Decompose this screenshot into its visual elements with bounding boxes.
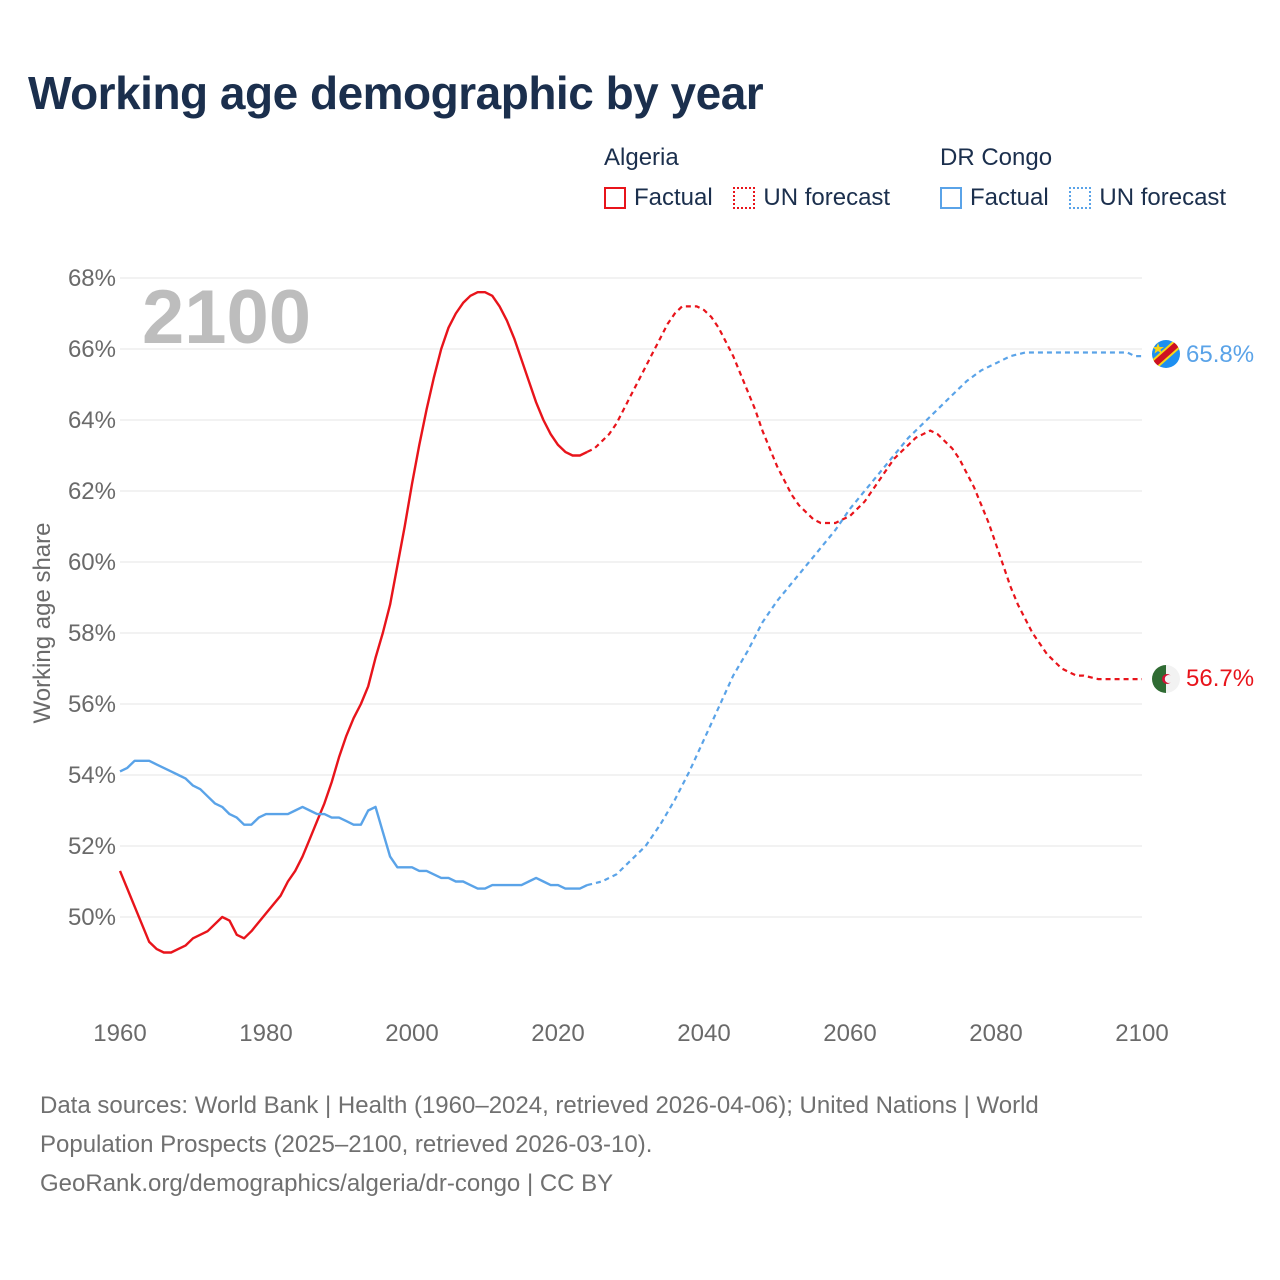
legend-algeria-forecast-label: UN forecast <box>763 184 891 211</box>
legend-algeria-name: Algeria <box>604 144 679 171</box>
grid <box>120 277 1142 918</box>
algeria-forecast-line <box>586 305 1142 681</box>
algeria-factual-line <box>118 291 588 954</box>
y-tick-label: 62% <box>68 478 116 505</box>
line-chart: 50% 52% 54% 56% 58% 60% 62% 64% 66% 68% 1960 1980 2… <box>29 265 1254 1047</box>
legend-drc-forecast-label: UN forecast <box>1099 184 1227 211</box>
algeria-end-value: 56.7% <box>1186 665 1254 692</box>
y-tick-label: 50% <box>68 904 116 931</box>
legend-algeria-factual-label: Factual <box>634 184 713 211</box>
dr-congo-factual-line <box>119 759 588 890</box>
x-axis-ticks: 1960 1980 2000 2020 2040 2060 2080 2100 <box>93 1020 1168 1047</box>
x-tick-label: 2040 <box>677 1020 730 1047</box>
legend-drc-factual-label: Factual <box>970 184 1049 211</box>
y-tick-label: 66% <box>68 336 116 363</box>
legend-algeria-forecast[interactable]: UN forecast <box>733 184 890 212</box>
chart-title: Working age demographic by year <box>28 67 764 119</box>
y-tick-label: 56% <box>68 691 116 718</box>
y-tick-label: 52% <box>68 833 116 860</box>
x-tick-label: 1960 <box>93 1020 146 1047</box>
dr-congo-flag-icon <box>1152 340 1180 368</box>
legend-swatch-dotted <box>1069 187 1092 209</box>
x-tick-label: 2100 <box>1115 1020 1168 1047</box>
x-tick-label: 2080 <box>969 1020 1022 1047</box>
x-tick-label: 1980 <box>239 1020 292 1047</box>
legend-drc: DR Congo Factual UN forecast <box>940 144 1240 216</box>
algeria-flag-icon <box>1152 665 1180 693</box>
legend-drc-factual[interactable]: Factual <box>940 184 1049 212</box>
sources-line-3: GeoRank.org/demographics/algeria/dr-cong… <box>40 1170 614 1197</box>
series-lines <box>118 291 1142 954</box>
x-tick-label: 2060 <box>823 1020 876 1047</box>
sources-line-1: Data sources: World Bank | Health (1960–… <box>40 1092 1039 1119</box>
legend-swatch-solid <box>604 187 626 209</box>
dr-congo-end-value: 65.8% <box>1186 341 1254 368</box>
y-tick-label: 68% <box>68 265 116 292</box>
legend-swatch-dotted <box>733 187 756 209</box>
legend-swatch-solid <box>940 187 962 209</box>
data-sources: Data sources: World Bank | Health (1960–… <box>40 1086 1220 1203</box>
legend-algeria: Algeria Factual UN forecast <box>604 144 904 216</box>
y-tick-label: 58% <box>68 620 116 647</box>
legend-drc-name: DR Congo <box>940 144 1053 171</box>
sources-line-2: Population Prospects (2025–2100, retriev… <box>40 1131 653 1158</box>
dr-congo-forecast-line <box>586 351 1142 887</box>
x-tick-label: 2020 <box>531 1020 584 1047</box>
y-axis-label: Working age share <box>29 523 56 724</box>
y-tick-label: 54% <box>68 762 116 789</box>
y-axis-ticks: 50% 52% 54% 56% 58% 60% 62% 64% 66% 68% <box>68 265 116 931</box>
y-tick-label: 64% <box>68 407 116 434</box>
y-tick-label: 60% <box>68 549 116 576</box>
current-year-label: 2100 <box>142 275 311 360</box>
legend-drc-forecast[interactable]: UN forecast <box>1069 184 1226 212</box>
x-tick-label: 2000 <box>385 1020 438 1047</box>
legend-algeria-factual[interactable]: Factual <box>604 184 713 212</box>
